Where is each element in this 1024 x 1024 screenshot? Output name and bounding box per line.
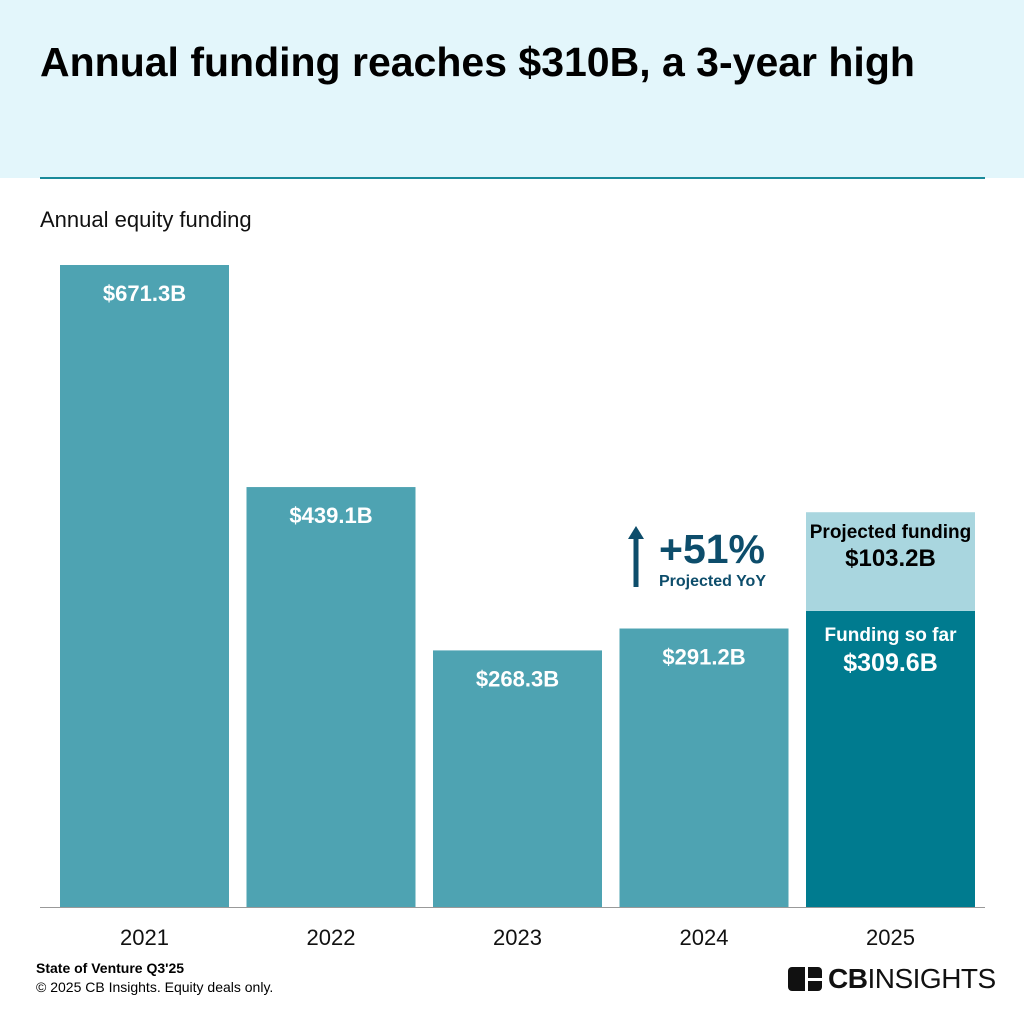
cb-insights-logo: CBINSIGHTS bbox=[788, 963, 996, 995]
data-label-2023: $268.3B bbox=[476, 666, 559, 691]
data-label-2025: $309.6B bbox=[843, 649, 938, 677]
logo-bold: CB bbox=[828, 963, 868, 994]
x-tick-2025: 2025 bbox=[866, 925, 915, 950]
arrow-head-icon bbox=[628, 526, 644, 539]
data-label-2024: $291.2B bbox=[662, 645, 745, 670]
header-band bbox=[0, 0, 1024, 178]
x-tick-2023: 2023 bbox=[493, 925, 542, 950]
bar-2022 bbox=[246, 487, 416, 907]
bar-chart: $671.3B 2021 $439.1B 2022 $268.3B 2023 $291.2B… bbox=[40, 265, 985, 950]
logo-rest: INSIGHTS bbox=[867, 963, 996, 994]
x-tick-2024: 2024 bbox=[680, 925, 729, 950]
data-label-2022: $439.1B bbox=[289, 503, 372, 528]
projected-label: $103.2B bbox=[845, 545, 936, 572]
copyright-text: © 2025 CB Insights. Equity deals only. bbox=[36, 979, 274, 995]
bar-2023 bbox=[433, 650, 602, 907]
page-title: Annual funding reaches $310B, a 3-year h… bbox=[40, 39, 915, 85]
so-far-caption: Funding so far bbox=[825, 625, 958, 646]
projected-caption: Projected funding bbox=[810, 522, 972, 543]
bar-2025 bbox=[806, 610, 975, 907]
bar-projected-2025 bbox=[806, 512, 975, 611]
x-tick-2022: 2022 bbox=[307, 925, 356, 950]
callout-label: Projected YoY bbox=[659, 573, 766, 590]
bar-2021 bbox=[60, 265, 229, 907]
x-tick-2021: 2021 bbox=[120, 925, 169, 950]
chart-subtitle: Annual equity funding bbox=[40, 207, 252, 232]
bar-2024 bbox=[619, 628, 789, 907]
divider bbox=[40, 177, 985, 179]
source-text: State of Venture Q3'25 bbox=[36, 960, 185, 976]
data-label-2021: $671.3B bbox=[103, 281, 186, 306]
callout-value: +51% bbox=[659, 526, 765, 572]
logo-icon bbox=[788, 967, 822, 991]
